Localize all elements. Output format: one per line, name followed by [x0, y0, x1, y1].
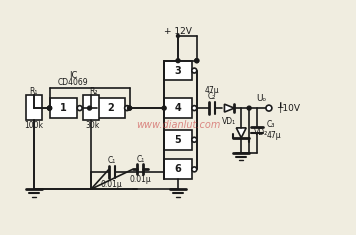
Circle shape — [192, 106, 197, 111]
Circle shape — [77, 106, 82, 111]
Circle shape — [195, 59, 199, 63]
Text: 47μ: 47μ — [267, 131, 282, 140]
Bar — [49, 98, 77, 118]
Bar — [83, 95, 99, 120]
Text: 2: 2 — [108, 103, 114, 113]
Circle shape — [176, 59, 180, 63]
Text: Uₒ: Uₒ — [256, 94, 266, 103]
Circle shape — [177, 35, 179, 37]
Circle shape — [162, 106, 166, 110]
Text: + 12V: + 12V — [164, 27, 192, 35]
Text: C₂: C₂ — [208, 92, 216, 101]
Text: R₂: R₂ — [89, 87, 97, 96]
Text: VD₁: VD₁ — [222, 118, 236, 126]
Circle shape — [127, 106, 132, 110]
Circle shape — [48, 106, 52, 110]
Text: C₁: C₁ — [108, 156, 116, 165]
Text: 30k: 30k — [86, 121, 100, 130]
Circle shape — [195, 59, 199, 63]
Circle shape — [247, 106, 251, 110]
Text: IC: IC — [69, 71, 78, 80]
Bar — [26, 95, 42, 120]
Text: ╀10V: ╀10V — [277, 103, 300, 114]
Text: www.dianlut.com: www.dianlut.com — [136, 120, 220, 130]
Text: R₁: R₁ — [30, 87, 38, 96]
Bar — [164, 160, 192, 179]
Text: 47μ: 47μ — [204, 86, 219, 95]
Text: 5: 5 — [175, 135, 181, 145]
Bar — [97, 98, 125, 118]
Text: 4: 4 — [175, 103, 181, 113]
Text: C₁: C₁ — [136, 155, 145, 164]
Text: 0.01μ: 0.01μ — [130, 175, 151, 184]
Bar — [164, 61, 192, 80]
Text: 1: 1 — [60, 103, 67, 113]
Text: 0.01μ: 0.01μ — [101, 180, 123, 189]
Text: CD4069: CD4069 — [58, 78, 89, 87]
Text: 3: 3 — [175, 66, 181, 76]
Text: 100k: 100k — [24, 121, 43, 130]
Circle shape — [192, 137, 197, 142]
Circle shape — [125, 106, 130, 111]
Circle shape — [266, 105, 272, 111]
Text: 6: 6 — [175, 164, 181, 174]
Polygon shape — [224, 104, 234, 112]
Circle shape — [88, 106, 91, 110]
Circle shape — [48, 106, 52, 110]
Text: C₃: C₃ — [267, 120, 275, 129]
Circle shape — [48, 106, 52, 110]
Polygon shape — [236, 128, 246, 138]
Circle shape — [127, 106, 132, 110]
Text: VD₂: VD₂ — [254, 128, 268, 137]
Circle shape — [192, 68, 197, 73]
Bar — [164, 98, 192, 118]
Bar — [164, 130, 192, 150]
Circle shape — [192, 167, 197, 172]
